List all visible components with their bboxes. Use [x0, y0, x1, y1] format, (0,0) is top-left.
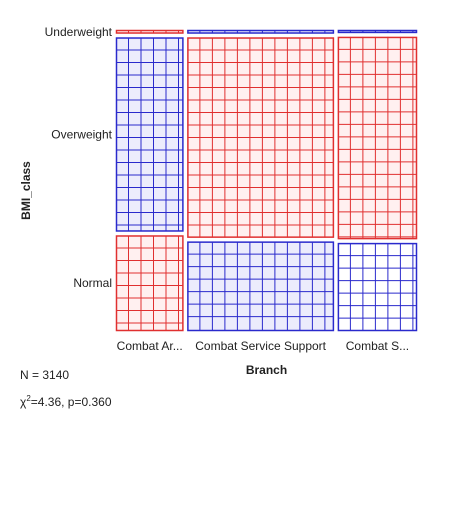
tile-combat-ar-underweight-border	[115, 29, 184, 34]
tile-combat-s-normal-border	[337, 242, 418, 332]
x-category-label-combat-s: Combat S...	[346, 339, 409, 353]
tile-combat-s-normal-fill	[337, 243, 417, 331]
tile-combat-service-support-overweight-border	[187, 37, 335, 238]
sample-size-label: N = 3140	[20, 368, 70, 382]
chi-value: =4.36, p=0.360	[30, 395, 112, 409]
tile-combat-s-overweight-fill	[337, 36, 417, 240]
tile-combat-s-underweight-fill	[337, 30, 417, 33]
y-axis-title: BMI_class	[19, 161, 33, 220]
tile-combat-ar-overweight-fill	[116, 37, 184, 232]
x-category-label-combat-service-support: Combat Service Support	[195, 339, 326, 353]
tile-combat-service-support-normal-fill	[187, 241, 334, 331]
tile-combat-s-overweight-border	[337, 36, 418, 240]
chi-symbol: χ	[20, 395, 27, 409]
chi-square-label: χ2=4.36, p=0.360	[20, 394, 112, 409]
tile-combat-service-support-underweight-fill	[187, 30, 334, 34]
tile-combat-service-support-underweight-border	[187, 29, 335, 34]
y-category-label-underweight: Underweight	[45, 25, 113, 39]
tile-combat-s-underweight-border	[337, 29, 418, 34]
tile-combat-ar-underweight-fill	[116, 30, 184, 34]
x-axis-title: Branch	[246, 363, 287, 377]
y-category-label-overweight: Overweight	[51, 127, 112, 141]
y-category-label-normal: Normal	[73, 276, 112, 290]
chi-exponent: 2	[26, 394, 31, 403]
tile-combat-service-support-normal-border	[187, 241, 335, 332]
tile-combat-ar-overweight-border	[115, 37, 184, 232]
x-category-label-combat-ar: Combat Ar...	[117, 339, 183, 353]
tile-combat-ar-normal-fill	[116, 235, 184, 331]
tile-combat-ar-normal-border	[115, 235, 184, 332]
